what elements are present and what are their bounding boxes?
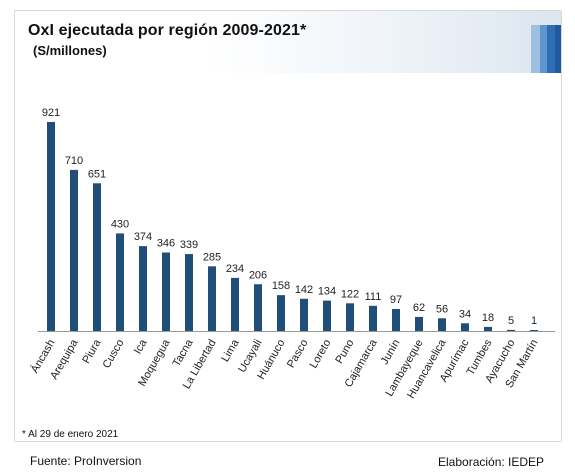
value-label-11: 142 xyxy=(295,284,313,296)
value-label-1: 710 xyxy=(65,155,83,167)
bar-13 xyxy=(346,303,354,331)
bar-12 xyxy=(323,300,331,331)
value-label-8: 234 xyxy=(226,263,244,275)
bar-10 xyxy=(277,295,285,331)
value-label-7: 285 xyxy=(203,251,221,263)
bar-14 xyxy=(369,305,377,331)
source-note: Fuente: ProInversion xyxy=(30,454,142,468)
bar-4 xyxy=(139,246,147,331)
value-label-16: 62 xyxy=(413,302,425,314)
header-band xyxy=(15,11,561,73)
bar-16 xyxy=(415,316,423,331)
tick-label-8: Lima xyxy=(219,337,242,364)
value-label-21: 1 xyxy=(531,315,537,327)
value-label-6: 339 xyxy=(180,239,198,251)
tick-label-3: Cusco xyxy=(101,338,127,371)
tick-label-13: Puno xyxy=(333,338,356,366)
value-label-3: 430 xyxy=(111,218,129,230)
bar-19 xyxy=(484,326,492,331)
value-label-13: 122 xyxy=(341,288,359,300)
bar-5 xyxy=(162,252,170,331)
bar-17 xyxy=(438,318,446,331)
tick-label-12: Loreto xyxy=(308,338,334,371)
bar-0 xyxy=(47,122,55,331)
bar-8 xyxy=(231,277,239,331)
value-label-14: 111 xyxy=(365,291,382,303)
value-label-18: 34 xyxy=(459,308,471,320)
bar-20 xyxy=(507,329,515,331)
bar-7 xyxy=(208,266,216,331)
bar-3 xyxy=(116,233,124,331)
value-label-19: 18 xyxy=(482,312,494,324)
value-label-4: 374 xyxy=(134,231,152,243)
bar-6 xyxy=(185,254,193,331)
bar-11 xyxy=(300,298,308,331)
value-label-12: 134 xyxy=(318,286,336,298)
value-label-17: 56 xyxy=(436,303,448,315)
header-stripe-3 xyxy=(547,25,555,73)
bar-9 xyxy=(254,284,262,331)
bar-1 xyxy=(70,169,78,331)
bar-18 xyxy=(461,323,469,331)
header-stripe-4 xyxy=(555,25,561,73)
value-label-15: 97 xyxy=(390,294,402,306)
footnote: * Al 29 de enero 2021 xyxy=(22,429,119,440)
credit-note: Elaboración: IEDEP xyxy=(438,455,545,469)
value-label-10: 158 xyxy=(272,280,290,292)
value-label-5: 346 xyxy=(157,237,175,249)
header-stripe-1 xyxy=(531,25,540,73)
tick-label-2: Piura xyxy=(80,337,104,366)
chart-title: OxI ejecutada por región 2009-2021* xyxy=(28,22,307,39)
value-label-0: 921 xyxy=(42,107,60,119)
chart-card xyxy=(14,10,562,442)
tick-label-15: Junín xyxy=(379,338,403,367)
header-stripe-2 xyxy=(540,25,547,73)
chart-subtitle: (S/millones) xyxy=(33,43,107,58)
value-label-2: 651 xyxy=(88,168,106,180)
value-label-20: 5 xyxy=(508,315,514,327)
value-label-9: 206 xyxy=(249,269,267,281)
bar-21 xyxy=(530,330,538,331)
tick-label-4: Ica xyxy=(132,337,150,356)
bar-15 xyxy=(392,308,400,331)
bar-chart: 921Áncash710Arequipa651Piura430Cusco374I… xyxy=(28,107,555,401)
bar-2 xyxy=(93,183,101,331)
